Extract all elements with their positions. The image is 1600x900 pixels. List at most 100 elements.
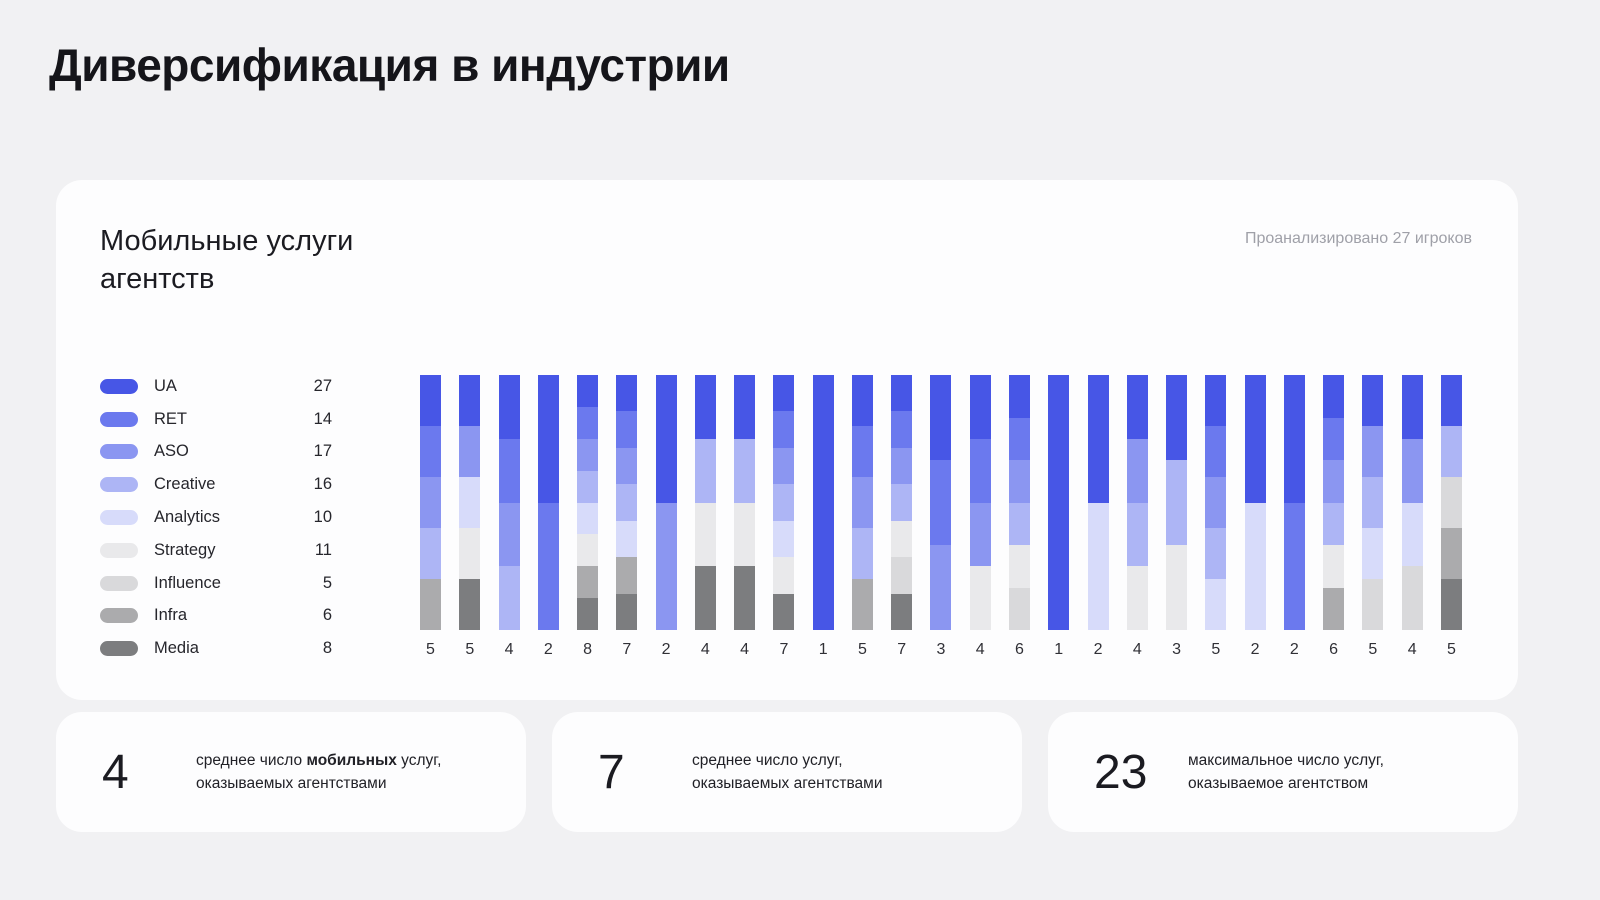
bar-column: 2	[655, 375, 677, 659]
bar-value-label: 5	[1446, 641, 1456, 658]
bar-value-label: 7	[622, 641, 632, 658]
bar-column: 1	[812, 375, 834, 659]
stat-value: 23	[1094, 745, 1148, 799]
bar-segment-ret	[1283, 502, 1305, 630]
stacked-bar	[420, 375, 441, 630]
bar-segment-aso	[1362, 426, 1384, 477]
bar-value-label: 5	[1368, 641, 1378, 658]
bar-value-label: 5	[857, 641, 867, 658]
bar-column: 5	[459, 375, 481, 659]
stacked-bar	[459, 375, 481, 630]
legend-label: Creative	[154, 475, 216, 494]
bar-segment-creative	[1362, 477, 1384, 528]
bar-segment-ua	[773, 375, 795, 412]
bar-segment-analytics	[773, 520, 795, 558]
bar-segment-ua	[1166, 375, 1188, 460]
bar-value-label: 4	[975, 641, 985, 658]
stats-row: 4 среднее число мобильных услуг, оказыва…	[56, 712, 1518, 832]
bar-segment-strategy	[969, 566, 991, 630]
bar-segment-ua	[1440, 375, 1462, 426]
bar-segment-influence	[891, 557, 913, 594]
stacked-bar	[891, 375, 913, 630]
bar-segment-ua	[851, 375, 873, 426]
legend-item-media: Media 8	[100, 632, 332, 665]
bar-column: 4	[969, 375, 991, 659]
bar-segment-aso	[773, 447, 795, 485]
bar-column: 3	[1166, 375, 1188, 659]
bar-segment-creative	[420, 528, 441, 579]
legend-swatch-icon	[100, 378, 138, 394]
bar-column: 7	[616, 375, 638, 659]
stacked-bar	[851, 375, 873, 630]
bar-segment-media	[734, 566, 756, 630]
legend-item-ua: UA 27	[100, 370, 332, 403]
bar-segment-aso	[420, 477, 441, 528]
legend-item-analytics: Analytics 10	[100, 501, 332, 534]
bar-segment-ua	[969, 375, 991, 439]
bar-segment-aso	[616, 447, 638, 485]
bar-segment-ua	[1323, 375, 1345, 418]
bar-segment-aso	[498, 502, 520, 567]
bar-segment-ua	[537, 375, 559, 503]
bar-segment-ua	[655, 375, 677, 503]
bar-segment-analytics	[577, 502, 599, 535]
bar-segment-ua	[1126, 375, 1148, 439]
legend-item-strategy: Strategy 11	[100, 534, 332, 567]
bar-segment-infra	[1440, 528, 1462, 579]
bar-segment-ua	[420, 375, 441, 426]
bar-value-label: 4	[740, 641, 750, 658]
stat-card-max: 23 максимальное число услуг, оказываемое…	[1048, 712, 1518, 832]
bar-segment-strategy	[1166, 545, 1188, 630]
stacked-bar	[1205, 375, 1227, 630]
bar-segment-analytics	[1087, 502, 1109, 630]
bar-value-label: 2	[543, 641, 553, 658]
bar-column: 5	[1362, 375, 1384, 659]
bar-column: 8	[577, 375, 599, 659]
bar-segment-ret	[498, 438, 520, 503]
bar-segment-media	[616, 593, 638, 630]
bar-segment-creative	[1008, 502, 1030, 545]
legend-count: 17	[313, 442, 332, 461]
bar-segment-ua	[891, 375, 913, 412]
legend-swatch-icon	[100, 444, 138, 460]
bar-segment-analytics	[1244, 502, 1266, 630]
legend-item-influence: Influence 5	[100, 567, 332, 600]
bar-column: 7	[891, 375, 913, 659]
bar-value-label: 4	[1132, 641, 1142, 658]
stacked-bar	[577, 375, 599, 630]
bar-segment-ret	[577, 406, 599, 439]
bar-segment-media	[577, 598, 599, 630]
bar-value-label: 3	[936, 641, 946, 658]
bar-segment-media	[1440, 579, 1462, 630]
legend-item-aso: ASO 17	[100, 436, 332, 469]
legend-item-creative: Creative 16	[100, 468, 332, 501]
legend-count: 27	[313, 376, 332, 395]
bar-segment-ret	[1008, 417, 1030, 460]
chart-card: Мобильные услуги агентств Проанализирова…	[56, 180, 1518, 700]
bar-segment-ua	[1008, 375, 1030, 418]
bar-segment-strategy	[459, 528, 481, 579]
bar-segment-creative	[1440, 426, 1462, 477]
bar-column: 7	[773, 375, 795, 659]
legend-swatch-icon	[100, 542, 138, 558]
legend-swatch-icon	[100, 411, 138, 427]
stacked-bar	[1401, 375, 1423, 630]
stacked-bar	[1244, 375, 1266, 630]
bar-column: 2	[1087, 375, 1109, 659]
bar-segment-ua	[498, 375, 520, 439]
bar-segment-ua	[1244, 375, 1266, 503]
stacked-bar	[1126, 375, 1148, 630]
bar-segment-creative	[1166, 460, 1188, 545]
bar-segment-influence	[1008, 587, 1030, 630]
bar-segment-influence	[1401, 566, 1423, 630]
bar-segment-ret	[969, 438, 991, 503]
bar-value-label: 1	[1054, 641, 1064, 658]
stacked-bar	[773, 375, 795, 630]
bar-segment-creative	[773, 484, 795, 521]
bar-segment-media	[891, 593, 913, 630]
bar-segment-media	[694, 566, 716, 630]
bar-value-label: 2	[661, 641, 671, 658]
bar-segment-creative	[851, 528, 873, 579]
legend: UA 27 RET 14 ASO 17 Creative 16 Analytics 10 Strat…	[100, 370, 332, 665]
bar-column: 5	[1205, 375, 1227, 659]
